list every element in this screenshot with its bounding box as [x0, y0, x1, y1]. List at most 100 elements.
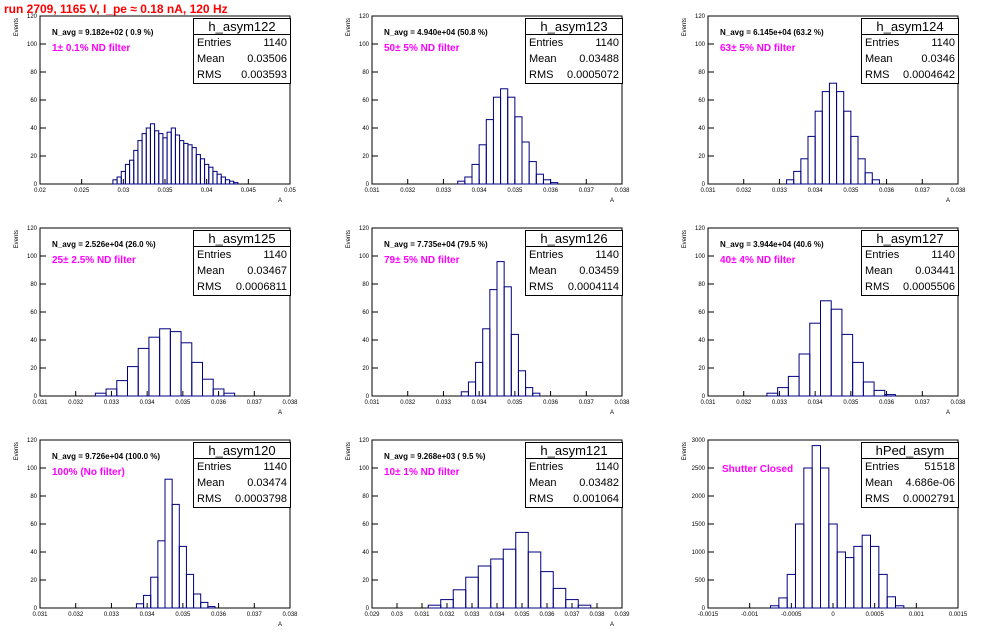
- x-tick-label: 0.031: [700, 188, 716, 194]
- y-tick-label: 0: [34, 182, 38, 188]
- histogram-plot: 0.029 0.03 0.031 0.032 0.033 0.034 0.035 0.036 0…: [346, 438, 630, 628]
- stats-value: 0.03467: [247, 265, 287, 277]
- x-tick-label: 0.034: [489, 612, 505, 618]
- histogram-pad-hPed_asym: -0.0015 -0.001 -0.0005 0 0.0005 0.001 0.0015 0 5…: [678, 438, 968, 638]
- x-tick-label: 0.031: [364, 400, 380, 406]
- x-tick-label: 0.038: [950, 400, 966, 406]
- histogram-bin: [542, 179, 552, 185]
- x-axis-title: A: [610, 622, 614, 628]
- histogram-bin: [224, 179, 231, 185]
- y-axis-title: Events: [682, 230, 688, 248]
- y-tick-label: 20: [698, 154, 705, 160]
- histogram-bin: [845, 557, 855, 609]
- histogram-bin: [525, 387, 534, 397]
- navg-label: N_avg = 3.944e+04 (40.6 %): [720, 240, 824, 249]
- x-tick-label: 0.038: [950, 188, 966, 194]
- y-tick-label: 80: [30, 70, 37, 76]
- navg-label: N_avg = 9.726e+04 (100.0 %): [52, 452, 161, 461]
- stats-label: RMS: [865, 69, 890, 81]
- histogram-plot: -0.0015 -0.001 -0.0005 0 0.0005 0.001 0.0015 0 5…: [682, 438, 968, 618]
- stats-value: 0.0346: [921, 53, 955, 65]
- x-tick-label: 0.031: [414, 612, 430, 618]
- stats-value: 0.03488: [579, 53, 619, 65]
- filter-annotation: 40± 4% ND filter: [720, 255, 796, 266]
- x-tick-label: 0.031: [700, 400, 716, 406]
- stats-value: 0.0004114: [567, 281, 619, 293]
- stats-value: 0.0005072: [567, 69, 619, 81]
- x-tick-label: 0.033: [436, 400, 452, 406]
- histogram-bin: [162, 137, 168, 185]
- histogram-bin: [179, 140, 185, 185]
- stats-label: Mean: [529, 477, 557, 489]
- stats-row-mean: Mean 0.03482: [526, 475, 622, 491]
- stats-box: h_asym121 Entries 1140 Mean 0.03482 RMS 0.0010…: [525, 442, 623, 508]
- y-tick-label: 40: [362, 126, 369, 132]
- histogram-bin: [457, 180, 466, 185]
- histogram-bin: [157, 540, 166, 609]
- histogram-bin: [527, 551, 542, 609]
- histogram-bin: [116, 380, 128, 397]
- y-tick-label: 60: [30, 522, 37, 528]
- histogram-bin: [843, 110, 852, 185]
- histogram-bin: [141, 133, 147, 185]
- x-tick-label: -0.001: [741, 612, 759, 618]
- y-tick-label: 20: [362, 366, 369, 372]
- histogram-bin: [830, 308, 843, 397]
- y-tick-label: 80: [362, 70, 369, 76]
- stats-value: 4.686e-06: [905, 477, 955, 489]
- x-tick-label: 0.035: [157, 188, 173, 194]
- histogram-bin: [149, 123, 156, 185]
- histogram-pad-h_asym122: 0.02 0.025 0.03 0.035 0.04 0.045 0.05 0 20 40 60 80…: [10, 14, 300, 214]
- stats-row-entries: Entries 1140: [526, 459, 622, 475]
- x-tick-label: 0.038: [589, 612, 605, 618]
- histogram-bin: [821, 91, 830, 185]
- x-tick-label: 0.035: [507, 400, 523, 406]
- histogram-bin: [187, 144, 193, 185]
- stats-label: RMS: [197, 493, 222, 505]
- x-axis-title: A: [610, 198, 614, 204]
- filter-annotation: 79± 5% ND filter: [384, 255, 460, 266]
- stats-label: RMS: [529, 493, 554, 505]
- stats-title: h_asym124: [862, 19, 958, 35]
- stats-label: RMS: [529, 281, 554, 293]
- histogram-bin: [223, 392, 236, 397]
- stats-value: 51518: [924, 461, 955, 473]
- histogram-bin: [766, 392, 779, 397]
- y-tick-label: 40: [30, 338, 37, 344]
- histogram-bin: [884, 394, 897, 397]
- y-tick-label: 120: [27, 14, 38, 20]
- stats-box: h_asym123 Entries 1140 Mean 0.03488 RMS 0.0005…: [525, 18, 623, 84]
- histogram-bin: [770, 605, 780, 609]
- y-tick-label: 120: [359, 226, 370, 232]
- histogram-bin: [178, 545, 187, 609]
- stats-row-entries: Entries 1140: [862, 35, 958, 51]
- y-tick-label: 80: [698, 282, 705, 288]
- stats-title: h_asym122: [194, 19, 290, 35]
- histogram-bin: [116, 176, 122, 185]
- histogram-bin: [164, 478, 173, 609]
- histogram-bin: [878, 573, 888, 609]
- y-tick-label: 40: [698, 126, 705, 132]
- histogram-bin: [807, 135, 816, 185]
- histogram-bin: [502, 548, 517, 609]
- y-tick-label: 120: [695, 14, 706, 20]
- x-tick-label: 0.035: [843, 188, 859, 194]
- x-tick-label: 0.031: [364, 188, 380, 194]
- x-tick-label: 0.036: [543, 400, 559, 406]
- x-tick-label: 0.03: [391, 612, 403, 618]
- y-axis-title: Events: [682, 18, 688, 36]
- histogram-bin: [154, 130, 160, 185]
- x-tick-label: 0.0015: [949, 612, 968, 618]
- histogram-bin: [137, 347, 150, 397]
- y-tick-label: 20: [698, 366, 705, 372]
- histogram-bin: [778, 597, 788, 609]
- stats-value: 0.0004642: [903, 69, 955, 81]
- histogram-bin: [857, 158, 866, 185]
- histogram-bin: [478, 144, 487, 185]
- histogram-bin: [185, 573, 195, 609]
- x-tick-label: 0.031: [32, 400, 48, 406]
- y-tick-label: 1500: [692, 522, 706, 528]
- histogram-bin: [467, 381, 477, 397]
- y-tick-label: 0: [34, 606, 38, 612]
- x-tick-label: 0.032: [736, 188, 752, 194]
